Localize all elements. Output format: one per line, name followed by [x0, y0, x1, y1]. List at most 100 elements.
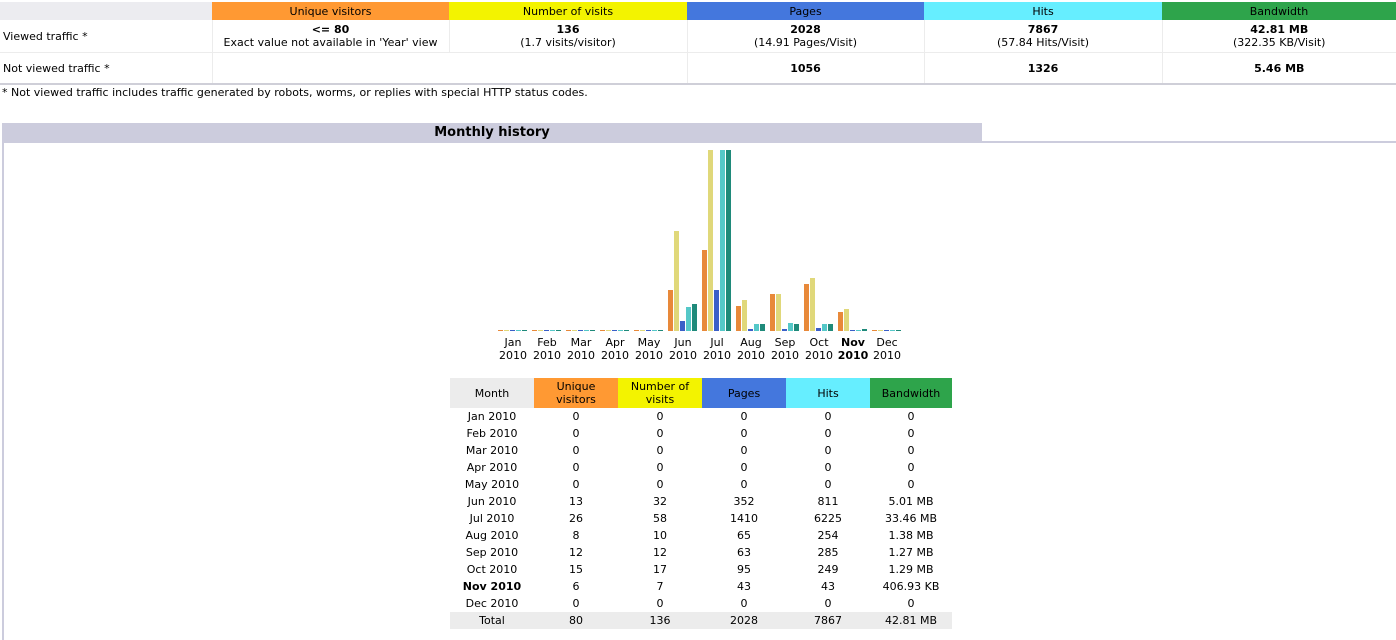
chart-bar [726, 150, 731, 331]
chart-bar [556, 330, 561, 331]
month-row-bandwidth: 0 [907, 410, 915, 423]
month-row-hits: 0 [824, 427, 832, 440]
month-row-visits: 0 [656, 461, 664, 474]
month-row-pages: 352 [733, 495, 755, 508]
month-table-header: Month Unique visitors Number of visits P… [450, 378, 952, 408]
x-tick-month: Sep [775, 336, 796, 349]
chart-bar [640, 330, 645, 331]
chart-bar [782, 329, 787, 331]
month-row-bandwidth: 406.93 KB [882, 580, 940, 593]
month-row-pages: 0 [740, 478, 748, 491]
month-row: Sep 2010 12 12 63 285 1.27 MB [450, 544, 952, 561]
chart-bar [748, 329, 753, 331]
chart-bar [770, 294, 775, 331]
month-row-month: Oct 2010 [466, 563, 518, 576]
month-row: May 2010 0 0 0 0 0 [450, 476, 952, 493]
x-tick-year: 2010 [771, 349, 799, 362]
month-row-visits: 58 [653, 512, 667, 525]
month-row-bandwidth: 0 [907, 478, 915, 491]
col-unique-visitors-line2: visitors [556, 393, 596, 406]
chart-bar [590, 330, 595, 331]
chart-bar [714, 290, 719, 331]
x-tick-year: 2010 [873, 349, 901, 362]
month-row-bandwidth: 1.29 MB [888, 563, 934, 576]
total-month: Total [450, 612, 534, 629]
month-row-month: Sep 2010 [465, 546, 519, 559]
month-row-month: Apr 2010 [466, 461, 518, 474]
chart-bar [538, 330, 543, 331]
chart-bar [510, 330, 515, 331]
chart-bar [822, 324, 827, 331]
month-row-month: Dec 2010 [465, 597, 519, 610]
month-row-pages: 0 [740, 427, 748, 440]
month-row-visits: 32 [653, 495, 667, 508]
chart-bar [612, 330, 617, 331]
chart-bar [572, 330, 577, 331]
viewed-hits: 7867 (57.84 Hits/Visit) [924, 20, 1163, 53]
month-row-unique-visitors: 12 [569, 546, 583, 559]
month-row-unique-visitors: 0 [572, 478, 580, 491]
total-bandwidth: 42.81 MB [870, 612, 952, 629]
x-tick-month: Nov [841, 336, 866, 349]
chart-bar [884, 330, 889, 331]
chart-bar [504, 330, 509, 331]
month-row-visits: 12 [653, 546, 667, 559]
viewed-unique-visitors-value: <= 80 [311, 23, 350, 36]
chart-bar [600, 330, 605, 331]
col-month: Month [450, 378, 534, 408]
chart-bar [890, 330, 895, 331]
chart-bar [634, 330, 639, 331]
month-row-hits: 0 [824, 410, 832, 423]
x-tick-month: Jun [673, 336, 691, 349]
col-unique-visitors: Unique visitors [534, 378, 618, 408]
not-viewed-bandwidth: 5.46 MB [1162, 52, 1396, 85]
x-tick-month: Dec [876, 336, 897, 349]
month-row: Feb 2010 0 0 0 0 0 [450, 425, 952, 442]
month-row-unique-visitors: 0 [572, 444, 580, 457]
x-tick-month: Oct [809, 336, 829, 349]
month-row: Nov 2010 6 7 43 43 406.93 KB [450, 578, 952, 595]
monthly-history-table: Month Unique visitors Number of visits P… [450, 378, 952, 629]
month-row-pages: 1410 [730, 512, 758, 525]
chart-bar [652, 330, 657, 331]
month-row-visits: 0 [656, 410, 664, 423]
chart-bar [896, 330, 901, 331]
month-row-month: Jun 2010 [467, 495, 517, 508]
chart-bar [566, 330, 571, 331]
month-row-unique-visitors: 8 [572, 529, 580, 542]
month-row-month: Jan 2010 [467, 410, 517, 423]
col-visits-line2: visits [645, 393, 675, 406]
not-viewed-bandwidth-value: 5.46 MB [1254, 61, 1305, 75]
chart-bar [828, 324, 833, 331]
month-row: Oct 2010 15 17 95 249 1.29 MB [450, 561, 952, 578]
chart-bar [516, 330, 521, 331]
chart-bar [550, 330, 555, 331]
not-viewed-pages: 1056 [687, 52, 925, 85]
viewed-pages: 2028 (14.91 Pages/Visit) [687, 20, 925, 53]
month-row-hits: 285 [817, 546, 839, 559]
month-row-hits: 43 [821, 580, 835, 593]
x-tick-month: Jul [709, 336, 723, 349]
chart-bar [708, 150, 713, 331]
month-row-pages: 0 [740, 444, 748, 457]
x-tick-month: Jan [504, 336, 522, 349]
viewed-traffic-row: Viewed traffic * <= 80 Exact value not a… [0, 20, 1396, 53]
monthly-history-panel [2, 143, 1396, 640]
col-bandwidth: Bandwidth [870, 378, 952, 408]
viewed-unique-visitors-note: Exact value not available in 'Year' view [223, 36, 438, 49]
month-row-visits: 10 [653, 529, 667, 542]
traffic-footnote: * Not viewed traffic includes traffic ge… [2, 86, 588, 99]
chart-bar [584, 330, 589, 331]
chart-bar [522, 330, 527, 331]
month-row-unique-visitors: 0 [572, 410, 580, 423]
month-row: Jun 2010 13 32 352 811 5.01 MB [450, 493, 952, 510]
col-number-of-visits: Number of visits [618, 378, 702, 408]
chart-bar [720, 150, 725, 331]
month-row-visits: 0 [656, 444, 664, 457]
month-row-unique-visitors: 26 [569, 512, 583, 525]
x-tick-month: Apr [605, 336, 625, 349]
x-tick-year: 2010 [567, 349, 595, 362]
month-row-visits: 0 [656, 478, 664, 491]
col-pages: Pages [702, 378, 786, 408]
month-row-hits: 0 [824, 461, 832, 474]
